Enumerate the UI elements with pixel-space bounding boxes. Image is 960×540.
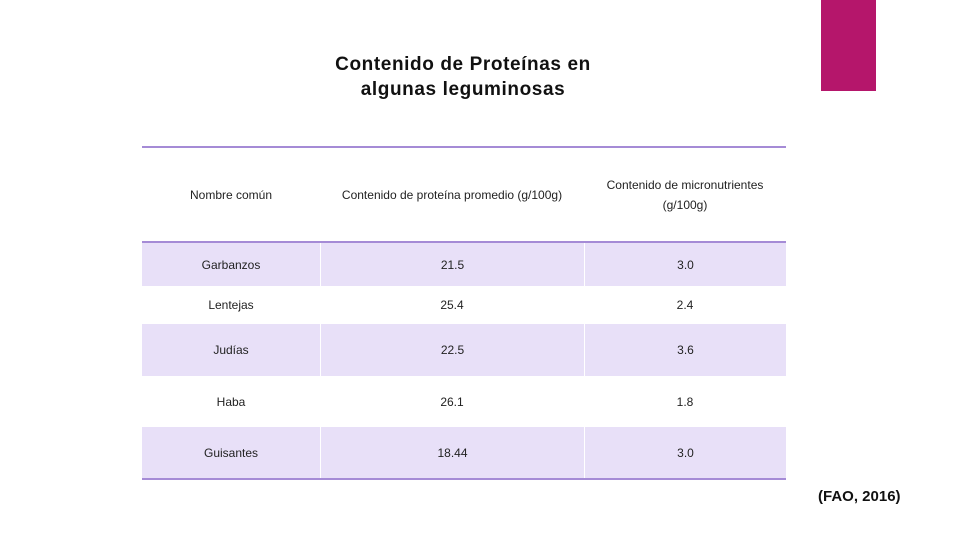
table-cell: Guisantes <box>142 427 320 478</box>
title-line: Contenido de Proteínas en <box>335 54 591 75</box>
table-row: Guisantes 18.44 3.0 <box>142 427 786 478</box>
table-cell: 18.44 <box>320 427 584 478</box>
table-cell: 2.4 <box>676 298 694 312</box>
citation: (FAO, 2016) <box>818 488 901 505</box>
table-cell: 3.0 <box>584 427 786 478</box>
table-row: Garbanzos 21.5 3.0 <box>142 243 786 286</box>
table-cell: 1.8 <box>676 394 694 409</box>
table-cell: Haba <box>216 394 246 409</box>
table-cell: 3.6 <box>584 324 786 376</box>
table-cell: 3.0 <box>584 243 786 286</box>
table-cell: Lentejas <box>208 298 254 312</box>
title-line: algunas leguminosas <box>360 79 566 100</box>
header-cell: Contenido de proteína promedio (g/100g) <box>341 187 563 202</box>
accent-bar <box>821 0 876 91</box>
table-row: Lentejas 25.4 2.4 <box>142 286 786 324</box>
header-cell: Nombre común <box>189 187 273 202</box>
header-cell: Contenido de micronutrientes (g/100g) <box>606 177 764 212</box>
header-row: Nombre común Contenido de proteína promed… <box>142 148 786 243</box>
table: Nombre común Contenido de proteína promed… <box>142 146 786 480</box>
table-row: Judías 22.5 3.6 <box>142 324 786 376</box>
table-cell: 25.4 <box>440 298 464 312</box>
table-cell: Garbanzos <box>142 243 320 286</box>
table-row: Haba 26.1 1.8 <box>142 376 786 427</box>
table-cell: 22.5 <box>320 324 584 376</box>
table-cell: 26.1 <box>440 394 464 409</box>
table-cell: Judías <box>142 324 320 376</box>
table-cell: 21.5 <box>320 243 584 286</box>
